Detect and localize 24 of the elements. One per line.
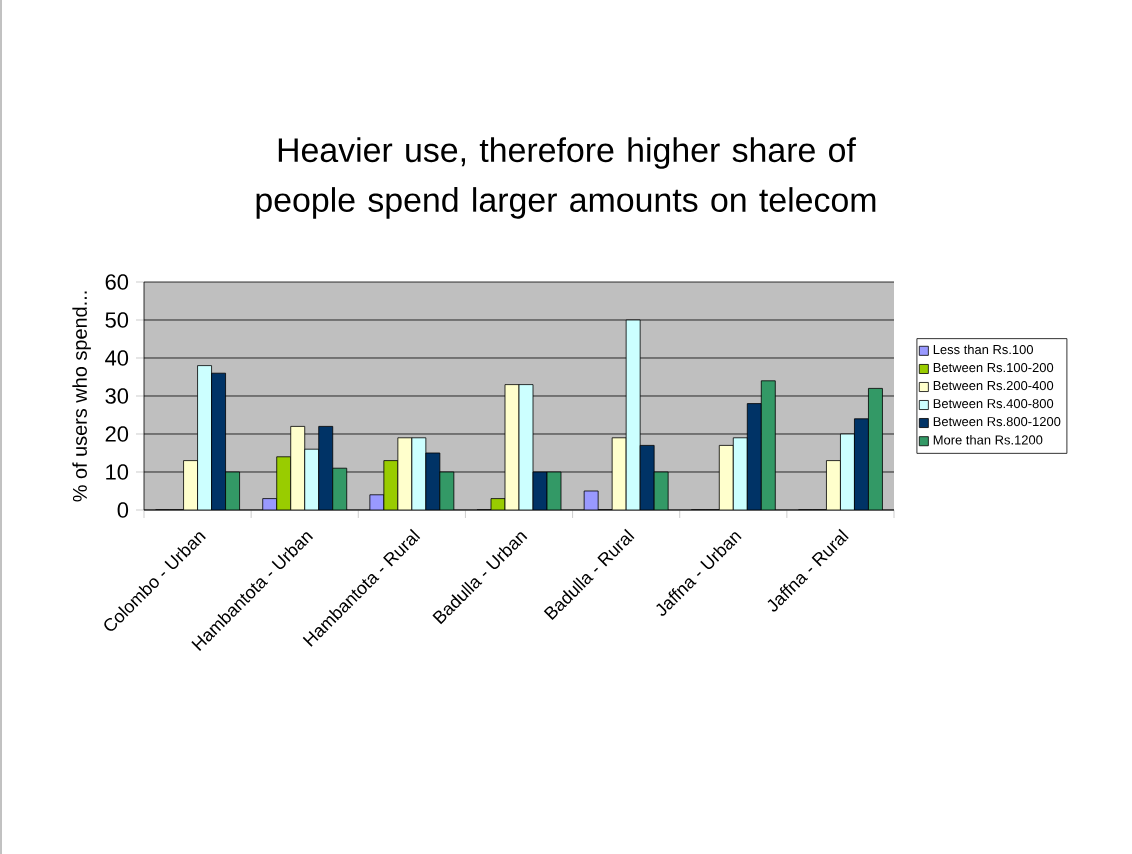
- bar: [868, 388, 883, 510]
- bar: [854, 418, 869, 510]
- y-tick-label: 0: [117, 502, 129, 518]
- bar: [732, 437, 748, 510]
- y-axis-title: % of users who spend...: [72, 291, 91, 502]
- y-tick-label: 30: [105, 388, 129, 404]
- bar: [318, 426, 334, 510]
- bar: [718, 445, 734, 510]
- bar: [276, 456, 292, 510]
- bar: [211, 372, 226, 510]
- y-tick-label: 40: [105, 350, 129, 366]
- bar: [826, 460, 841, 510]
- y-tick-label: 20: [105, 426, 129, 442]
- bar: [746, 403, 762, 510]
- bar: [840, 433, 855, 510]
- bar: [290, 426, 306, 510]
- y-tick-label: 10: [106, 464, 129, 480]
- y-tick-label: 60: [105, 274, 129, 290]
- y-tick-label: 50: [105, 312, 129, 328]
- bar: [197, 365, 212, 510]
- chart-title: Heavier use, therefore higher share of people spend larger amounts on telecom: [256, 137, 876, 219]
- bar: [304, 448, 320, 510]
- bar: [183, 460, 198, 510]
- bar: [760, 380, 776, 510]
